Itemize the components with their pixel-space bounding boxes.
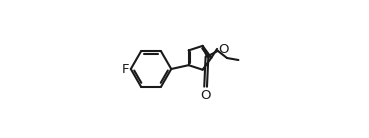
Text: O: O <box>218 43 229 56</box>
Text: F: F <box>122 63 130 75</box>
Text: O: O <box>200 89 211 102</box>
